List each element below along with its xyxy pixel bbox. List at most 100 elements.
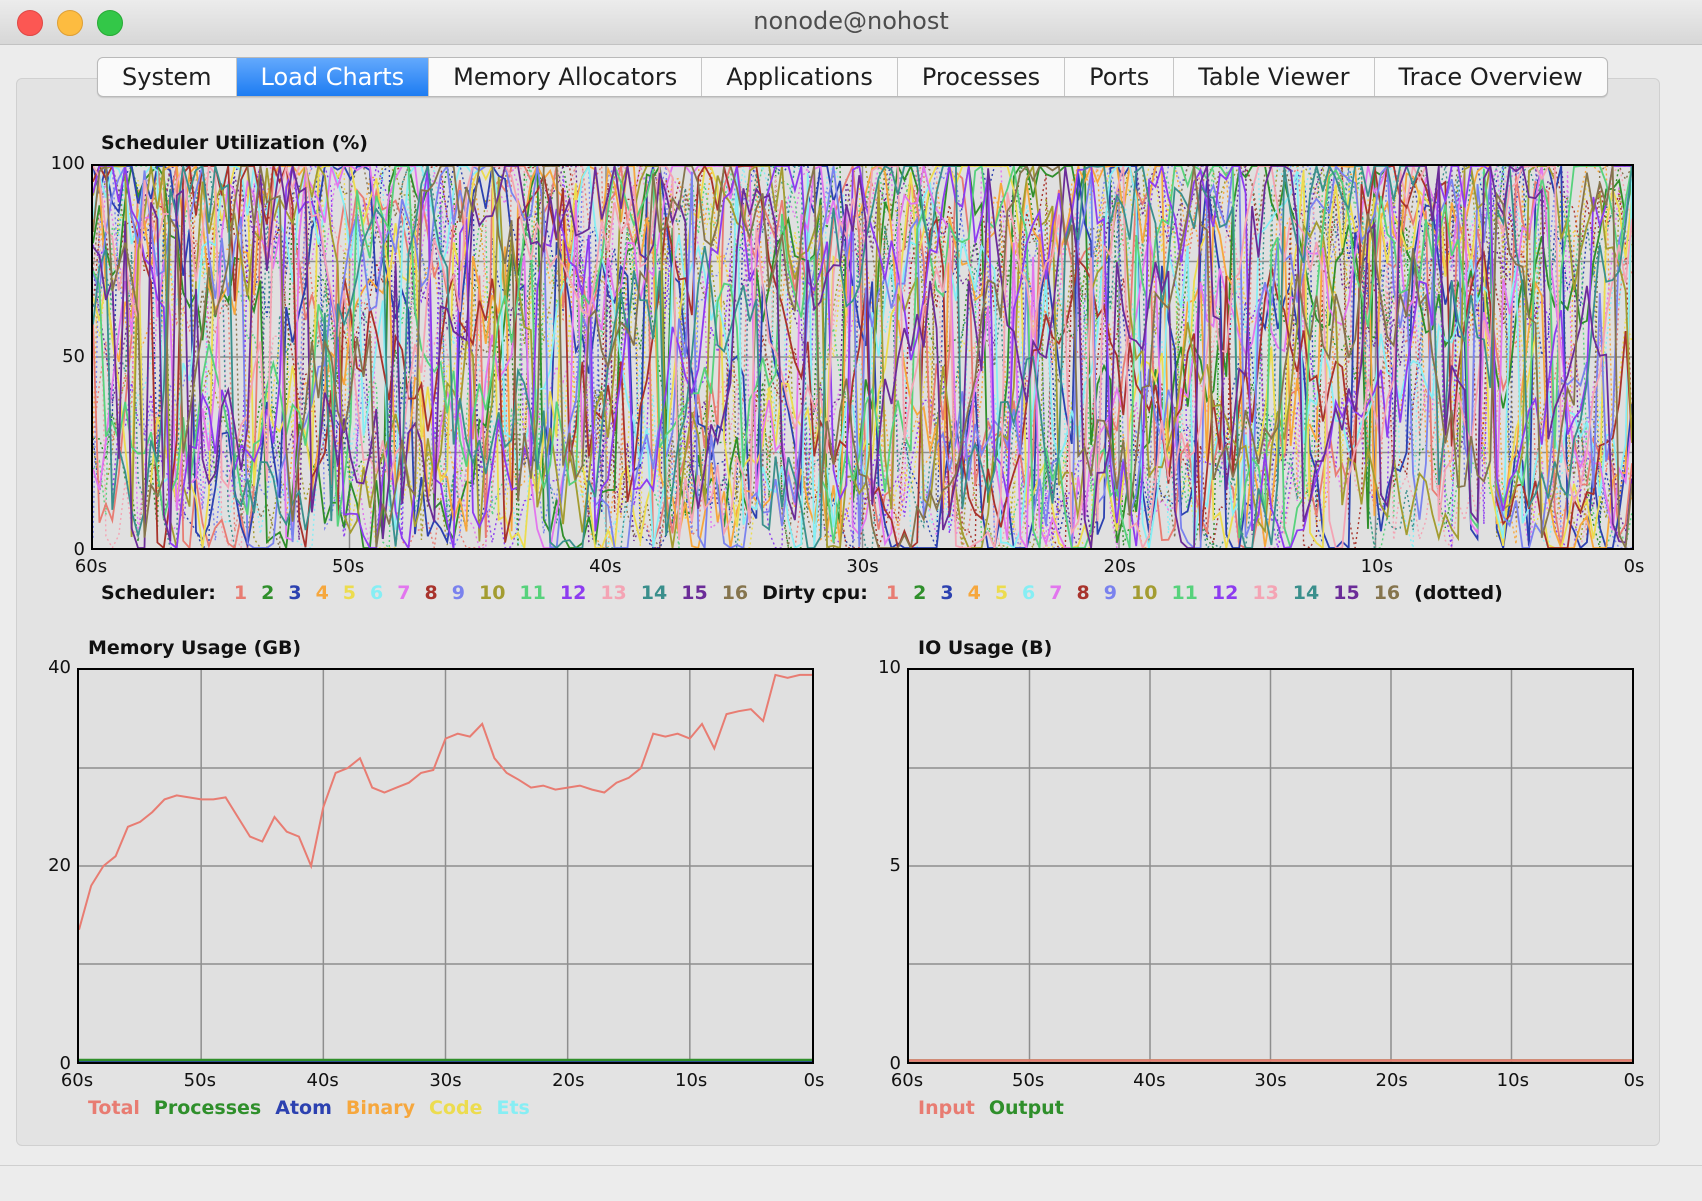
memory-xtick: 50s (183, 1070, 216, 1091)
scheduler-utilization-chart (91, 164, 1634, 550)
dotted-note: (dotted) (1414, 582, 1503, 604)
io-xtick: 30s (1254, 1070, 1287, 1091)
dirty-cpu-legend-item: 16 (1373, 582, 1401, 604)
scheduler-series-9 (93, 166, 1632, 548)
dirty-cpu-legend-item: 9 (1103, 582, 1117, 604)
memory-legend-item-binary: Binary (345, 1097, 415, 1119)
scheduler-series-12 (93, 166, 1632, 548)
scheduler-legend-item: 6 (370, 582, 384, 604)
tab-load-charts[interactable]: Load Charts (236, 58, 430, 96)
dirty-cpu-legend-item: 15 (1333, 582, 1360, 604)
window-bottom-bar (0, 1165, 1702, 1201)
scheduler-legend-item: 15 (681, 582, 708, 604)
scheduler-series-14 (93, 166, 1632, 548)
scheduler-xtick: 0s (1623, 556, 1645, 577)
sched-plot-svg (93, 166, 1632, 548)
memory-legend-item-code: Code (428, 1097, 483, 1119)
dirty-cpu-series-14 (93, 166, 1632, 548)
scheduler-legend-item: 5 (342, 582, 357, 604)
tab-trace-overview[interactable]: Trace Overview (1398, 63, 1583, 91)
scheduler-ytick: 0 (73, 539, 85, 560)
tab-memory-allocators[interactable]: Memory Allocators (429, 58, 703, 96)
memory-ytick: 20 (48, 855, 71, 876)
memory-xtick: 30s (429, 1070, 462, 1091)
scheduler-ytick: 50 (62, 346, 85, 367)
io-xtick: 10s (1496, 1070, 1529, 1091)
scheduler-legend-label: Scheduler: (101, 582, 216, 604)
dirty-cpu-legend-item: 14 (1292, 582, 1320, 604)
dirty-cpu-series-7 (93, 166, 1632, 548)
scheduler-series-8 (93, 166, 1632, 548)
memory-legend-item-total: Total (88, 1097, 140, 1119)
scheduler-series-13 (93, 166, 1632, 548)
dirty-cpu-legend-item: 11 (1171, 582, 1198, 604)
io-legend-item-output: Output (988, 1097, 1064, 1119)
tab-applications[interactable]: Applications (702, 58, 898, 96)
window-title: nonode@nohost (753, 7, 949, 35)
tab-processes[interactable]: Processes (898, 58, 1066, 96)
scheduler-series-16 (93, 166, 1632, 548)
io-xtick: 40s (1133, 1070, 1166, 1091)
memory-series-total (79, 673, 812, 930)
io-chart-title: IO Usage (B) (918, 637, 1053, 659)
scheduler-legend-item: 2 (261, 582, 275, 604)
scheduler-legend-item: 3 (288, 582, 302, 604)
window-titlebar: nonode@nohost (0, 0, 1702, 45)
memory-legend: Total Processes Atom Binary Code Ets (88, 1097, 544, 1119)
dirty-cpu-legend-item: 6 (1022, 582, 1036, 604)
close-window-button[interactable] (17, 10, 43, 36)
dirty-cpu-legend-item: 7 (1049, 582, 1063, 604)
tab-ports[interactable]: Ports (1065, 58, 1175, 96)
dirty-cpu-legend-item: 2 (913, 582, 927, 604)
tab-system[interactable]: System (98, 58, 237, 96)
io-usage-chart (907, 668, 1634, 1064)
memory-chart-title: Memory Usage (GB) (88, 637, 302, 659)
memory-ytick: 40 (48, 657, 71, 678)
scheduler-legend-item: 10 (478, 582, 506, 604)
scheduler-xtick: 40s (589, 556, 622, 577)
dirty-cpu-legend-item: 12 (1211, 582, 1239, 604)
scheduler-legend-item: 9 (451, 582, 465, 604)
scheduler-series-7 (93, 166, 1632, 548)
scheduler-series-15 (93, 166, 1632, 548)
memory-xtick: 60s (60, 1070, 94, 1091)
dirty-cpu-series-2 (93, 166, 1632, 548)
mem-plot-svg (79, 670, 812, 1062)
scheduler-xtick: 30s (846, 556, 879, 577)
tab-table-viewer[interactable]: Table Viewer (1174, 58, 1375, 96)
scheduler-legend-item: 7 (397, 582, 411, 604)
io-legend: Input Output (918, 1097, 1078, 1119)
scheduler-legend-item: 13 (600, 582, 627, 604)
scheduler-xtick: 10s (1360, 556, 1393, 577)
io-xtick: 0s (1623, 1070, 1645, 1091)
io-xtick: 60s (890, 1070, 924, 1091)
dirty-cpu-legend-item: 10 (1130, 582, 1158, 604)
dirty-cpu-legend-item: 3 (940, 582, 954, 604)
scheduler-legend-item: 12 (559, 582, 587, 604)
scheduler-xtick: 60s (74, 556, 108, 577)
tab-bar: System Load Charts Memory Allocators Applic… (97, 57, 1608, 97)
memory-xtick: 40s (306, 1070, 339, 1091)
dirty-cpu-legend-label: Dirty cpu: (762, 582, 868, 604)
io-ytick: 0 (889, 1053, 901, 1074)
io-legend-item-input: Input (918, 1097, 975, 1119)
dirty-cpu-legend-item: 4 (967, 582, 981, 604)
scheduler-legend-item: 16 (721, 582, 749, 604)
scheduler-legend-item: 11 (519, 582, 546, 604)
scheduler-ytick: 100 (50, 153, 85, 174)
memory-xtick: 20s (552, 1070, 585, 1091)
scheduler-legend-item: 4 (315, 582, 329, 604)
minimize-window-button[interactable] (57, 10, 83, 36)
io-plot-svg (909, 670, 1632, 1062)
memory-legend-item-atom: Atom (275, 1097, 332, 1119)
dirty-cpu-legend-item: 1 (885, 582, 900, 604)
dirty-cpu-legend-item: 13 (1252, 582, 1279, 604)
zoom-window-button[interactable] (97, 10, 123, 36)
dirty-cpu-legend-item: 8 (1076, 582, 1090, 604)
memory-legend-item-ets: Ets (496, 1097, 530, 1119)
memory-ytick: 0 (59, 1053, 71, 1074)
io-ytick: 5 (889, 855, 901, 876)
memory-legend-item-processes: Processes (153, 1097, 262, 1119)
scheduler-chart-title: Scheduler Utilization (%) (101, 132, 368, 154)
scheduler-legend-item: 1 (233, 582, 248, 604)
